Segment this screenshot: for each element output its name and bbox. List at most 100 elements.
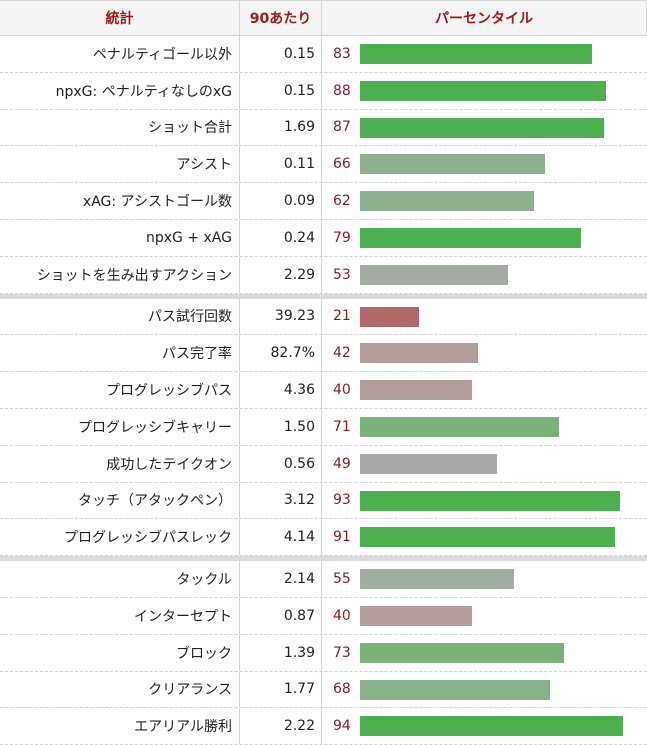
table-row: プログレッシブパスレック 4.14 91 [0, 519, 647, 557]
percentile-value: 40 [333, 607, 351, 624]
percentile-bar [360, 191, 534, 212]
percentile-bar [360, 380, 472, 401]
header-percentile: パーセンタイル [322, 1, 647, 35]
percentile-bar [360, 117, 604, 138]
percentile-bar [360, 490, 621, 511]
stat-label: ショットを生み出すアクション [0, 256, 240, 293]
header-per90: 90あたり [240, 1, 322, 35]
per90-value: 1.77 [240, 671, 322, 708]
per90-value: 0.11 [240, 146, 322, 183]
table-row: タックル 2.14 55 [0, 561, 647, 598]
percentile-cell: 94 [322, 708, 647, 744]
table-row: npxG + xAG 0.24 79 [0, 219, 647, 257]
percentile-cell: 62 [322, 183, 647, 219]
table-row: パス試行回数 39.23 21 [0, 298, 647, 336]
table-row: xAG: アシストゴール数 0.09 62 [0, 183, 647, 220]
percentile-bar [360, 154, 545, 175]
table-row: ペナルティゴール以外 0.15 83 [0, 36, 647, 73]
percentile-bar [360, 44, 593, 64]
group-separator [0, 293, 647, 299]
percentile-cell: 79 [322, 220, 647, 256]
percentile-bar [360, 679, 551, 700]
percentile-value: 71 [333, 418, 351, 435]
percentile-value: 87 [333, 119, 351, 136]
percentile-bar [360, 605, 472, 626]
stat-label: プログレッシブパス [0, 372, 240, 408]
stat-label: npxG: ペナルティなしのxG [0, 72, 240, 109]
per90-value: 0.15 [240, 72, 322, 109]
percentile-value: 55 [333, 571, 351, 588]
per90-value: 4.36 [240, 372, 322, 408]
stat-label: xAG: アシストゴール数 [0, 183, 240, 219]
per90-value: 3.12 [240, 482, 322, 519]
stat-label: クリアランス [0, 671, 240, 708]
group-separator [0, 556, 647, 562]
percentile-cell: 55 [322, 561, 647, 597]
percentile-bar [360, 80, 607, 101]
percentile-bar [360, 306, 419, 327]
percentile-cell: 40 [322, 372, 647, 408]
table-row: 成功したテイクオン 0.56 49 [0, 445, 647, 483]
stat-label: インターセプト [0, 597, 240, 634]
stat-label: パス試行回数 [0, 298, 240, 335]
percentile-cell: 91 [322, 519, 647, 555]
percentile-cell: 40 [322, 598, 647, 634]
per90-value: 1.50 [240, 408, 322, 445]
percentile-value: 68 [333, 681, 351, 698]
stat-label: 成功したテイクオン [0, 445, 240, 482]
per90-value: 2.14 [240, 561, 322, 597]
percentile-cell: 87 [322, 110, 647, 146]
table-row: ブロック 1.39 73 [0, 634, 647, 672]
table-row: タッチ（アタックペン） 3.12 93 [0, 482, 647, 520]
per90-value: 39.23 [240, 298, 322, 335]
header-stat: 統計 [0, 1, 240, 35]
table-row: エアリアル勝利 2.22 94 [0, 708, 647, 745]
per90-value: 0.87 [240, 597, 322, 634]
stat-label: ショット合計 [0, 109, 240, 146]
stat-label: アシスト [0, 146, 240, 183]
per90-value: 0.15 [240, 36, 322, 72]
percentile-cell: 71 [322, 409, 647, 445]
stat-label: プログレッシブパスレック [0, 519, 240, 556]
percentile-bar [360, 569, 514, 590]
percentile-value: 83 [333, 45, 351, 62]
percentile-cell: 21 [322, 299, 647, 335]
table-row: クリアランス 1.77 68 [0, 671, 647, 709]
percentile-cell: 53 [322, 257, 647, 293]
percentile-cell: 88 [322, 73, 647, 109]
stat-label: タックル [0, 561, 240, 597]
stat-label: ブロック [0, 634, 240, 671]
stat-label: タッチ（アタックペン） [0, 482, 240, 519]
percentile-value: 88 [333, 82, 351, 99]
per90-value: 2.29 [240, 256, 322, 293]
percentile-cell: 49 [322, 446, 647, 482]
table-row: アシスト 0.11 66 [0, 146, 647, 184]
stat-label: プログレッシブキャリー [0, 408, 240, 445]
per90-value: 1.69 [240, 109, 322, 146]
table-row: インターセプト 0.87 40 [0, 597, 647, 635]
per90-value: 0.24 [240, 219, 322, 256]
stat-label: ペナルティゴール以外 [0, 36, 240, 72]
percentile-bar [360, 642, 565, 663]
per90-value: 0.56 [240, 445, 322, 482]
percentile-value: 21 [333, 308, 351, 325]
percentile-value: 49 [333, 455, 351, 472]
table-row: パス完了率 82.7% 42 [0, 335, 647, 373]
percentile-value: 66 [333, 156, 351, 173]
table-row: ショットを生み出すアクション 2.29 53 [0, 256, 647, 294]
percentile-cell: 42 [322, 335, 647, 371]
table-row: npxG: ペナルティなしのxG 0.15 88 [0, 72, 647, 110]
percentile-bar [360, 343, 478, 364]
percentile-value: 73 [333, 644, 351, 661]
table-row: ショット合計 1.69 87 [0, 109, 647, 147]
stat-label: npxG + xAG [0, 219, 240, 256]
percentile-bar [360, 264, 509, 285]
percentile-bar [360, 453, 498, 474]
table-row: プログレッシブパス 4.36 40 [0, 372, 647, 409]
table-body: ペナルティゴール以外 0.15 83 npxG: ペナルティなしのxG 0.15 88 ショ… [0, 36, 647, 745]
per90-value: 1.39 [240, 634, 322, 671]
percentile-cell: 93 [322, 483, 647, 519]
percentile-bar [360, 527, 615, 548]
percentile-cell: 83 [322, 36, 647, 72]
